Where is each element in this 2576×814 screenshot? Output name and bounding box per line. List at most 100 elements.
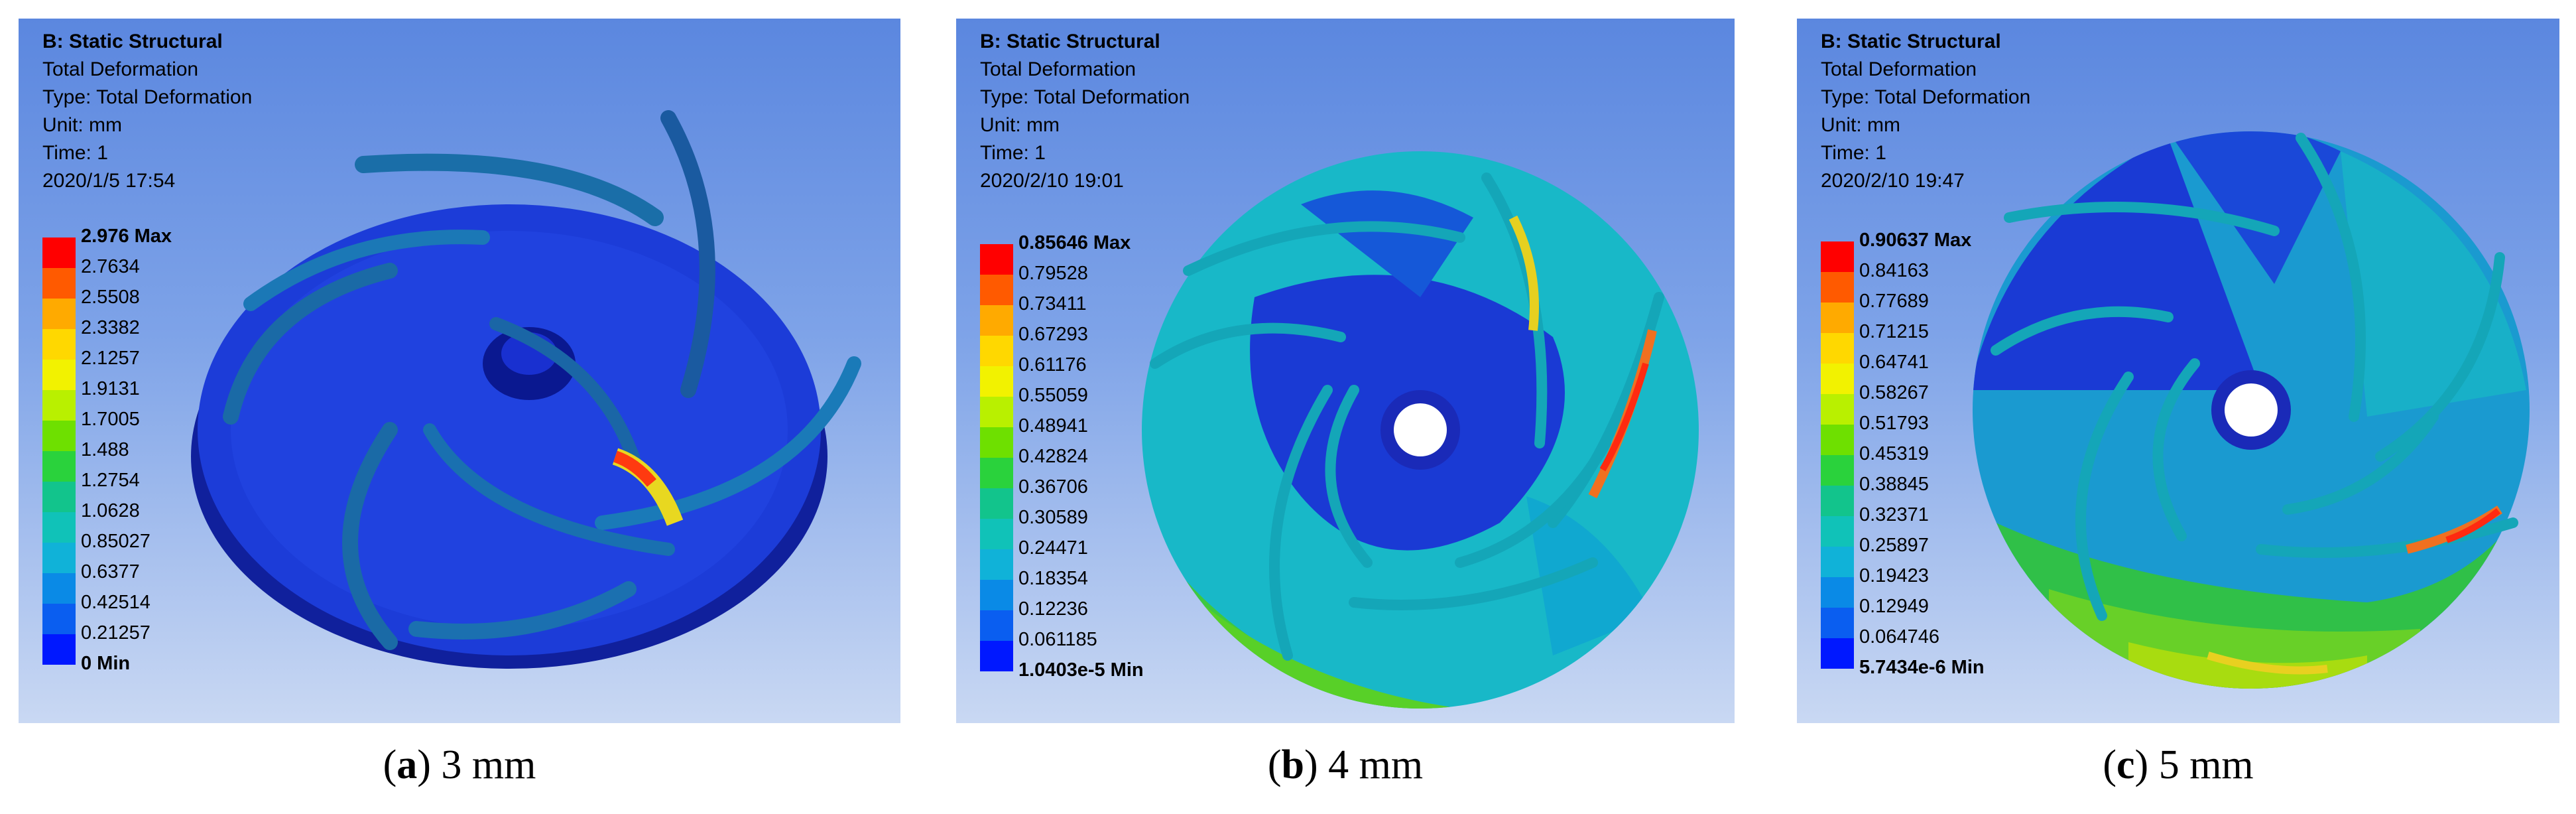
caption-text: 5 mm (2158, 742, 2254, 787)
legend-swatch (980, 427, 1013, 458)
result-time: Time: 1 (42, 142, 108, 164)
legend-min-label: 0 Min (81, 653, 131, 674)
caption-text: 3 mm (441, 742, 536, 787)
legend-swatch (980, 610, 1013, 641)
result-unit: Unit: mm (980, 114, 1060, 136)
result-panel-b: B: Static Structural Total Deformation T… (956, 19, 1735, 723)
legend-swatch (980, 641, 1013, 671)
legend-label: 0.45319 (1859, 443, 1929, 464)
legend-swatch (980, 397, 1013, 427)
legend-swatch (1821, 303, 1854, 333)
caption-c: (c) 5 mm (2103, 742, 2254, 787)
result-info-c: B: Static Structural Total Deformation T… (1821, 28, 2030, 195)
legend-label: 1.0628 (81, 500, 140, 521)
legend-swatch (1821, 455, 1854, 486)
result-info-b: B: Static Structural Total Deformation T… (980, 28, 1190, 195)
legend-label: 0.18354 (1018, 568, 1088, 589)
legend-label: 0.36706 (1018, 476, 1088, 498)
legend-bar (980, 244, 1013, 671)
legend-label: 0.84163 (1859, 260, 1929, 281)
legend-label: 0.73411 (1018, 293, 1087, 314)
legend-swatch (42, 482, 76, 512)
legend-swatch (980, 458, 1013, 488)
result-date: 2020/1/5 17:54 (42, 170, 176, 192)
legend-label: 1.2754 (81, 470, 140, 491)
legend-swatch (1821, 547, 1854, 577)
legend-min-label: 1.0403e-5 Min (1018, 659, 1144, 681)
legend-swatch (42, 604, 76, 634)
caption-a: (a) 3 mm (383, 742, 536, 787)
legend-label: 1.7005 (81, 409, 140, 430)
legend-swatch (980, 244, 1013, 275)
result-date: 2020/2/10 19:01 (980, 170, 1124, 192)
legend-swatch (1821, 577, 1854, 608)
impeller-model-b (1142, 151, 1699, 709)
legend-swatch (42, 421, 76, 451)
result-name: Total Deformation (980, 58, 1136, 80)
legend-max-label: 0.90637 Max (1859, 230, 1972, 251)
legend-swatch (1821, 241, 1854, 272)
legend-swatch (42, 299, 76, 329)
legend-bar (1821, 241, 1854, 669)
legend-label: 0.64741 (1859, 352, 1929, 373)
legend-swatch (42, 451, 76, 482)
legend-swatch (1821, 638, 1854, 669)
legend-swatch (1821, 272, 1854, 303)
legend-label: 2.5508 (81, 287, 140, 308)
legend-swatch (1821, 333, 1854, 364)
legend-min-label: 5.7434e-6 Min (1859, 657, 1985, 678)
legend-swatch (980, 275, 1013, 305)
legend-label: 0.67293 (1018, 324, 1088, 345)
legend-label: 0.25897 (1859, 535, 1929, 556)
legend-label: 0.6377 (81, 561, 140, 582)
legend-label: 0.064746 (1859, 626, 1939, 647)
legend-label: 0.12236 (1018, 598, 1088, 620)
legend-label: 0.30589 (1018, 507, 1088, 528)
legend-label: 2.7634 (81, 256, 140, 277)
caption-letter: b (1281, 742, 1305, 787)
legend-label: 0.21257 (81, 622, 151, 644)
result-type: Type: Total Deformation (1821, 86, 2031, 108)
legend-swatch (1821, 425, 1854, 455)
legend-label: 0.32371 (1859, 504, 1929, 525)
legend-max-label: 0.85646 Max (1018, 232, 1131, 253)
legend-swatch (42, 512, 76, 543)
result-date: 2020/2/10 19:47 (1821, 170, 1965, 192)
result-time: Time: 1 (980, 142, 1046, 164)
legend-label: 0.061185 (1018, 629, 1097, 650)
legend-swatch (42, 634, 76, 665)
legend-label: 0.19423 (1859, 565, 1929, 586)
result-type: Type: Total Deformation (980, 86, 1190, 108)
result-info-a: B: Static Structural Total Deformation T… (42, 28, 252, 195)
result-unit: Unit: mm (42, 114, 122, 136)
caption-letter: a (397, 742, 418, 787)
legend-swatch (42, 390, 76, 421)
legend-label: 2.3382 (81, 317, 140, 338)
legend-swatch (1821, 486, 1854, 516)
legend-label: 1.488 (81, 439, 129, 460)
legend-bar (42, 237, 76, 665)
legend-label: 0.51793 (1859, 413, 1929, 434)
legend-label: 2.1257 (81, 348, 140, 369)
analysis-title: B: Static Structural (980, 31, 1160, 52)
legend-swatch (980, 488, 1013, 519)
legend-swatch (980, 519, 1013, 549)
legend-label: 0.12949 (1859, 596, 1929, 617)
legend-label: 0.77689 (1859, 291, 1929, 312)
legend-label: 0.55059 (1018, 385, 1088, 406)
caption-text: 4 mm (1328, 742, 1424, 787)
legend-label: 0.61176 (1018, 354, 1087, 375)
analysis-title: B: Static Structural (1821, 31, 2001, 52)
caption-letter: c (2116, 742, 2135, 787)
result-panel-c: B: Static Structural Total Deformation T… (1797, 19, 2559, 723)
legend-swatch (980, 336, 1013, 366)
legend-swatch (1821, 394, 1854, 425)
legend-swatch (980, 305, 1013, 336)
impeller-model-a (191, 110, 861, 669)
caption-b: (b) 4 mm (1267, 742, 1424, 787)
legend-swatch (980, 549, 1013, 580)
analysis-title: B: Static Structural (42, 31, 223, 52)
legend-swatch (42, 360, 76, 390)
legend-swatch (1821, 516, 1854, 547)
legend-label: 0.42514 (81, 592, 151, 613)
